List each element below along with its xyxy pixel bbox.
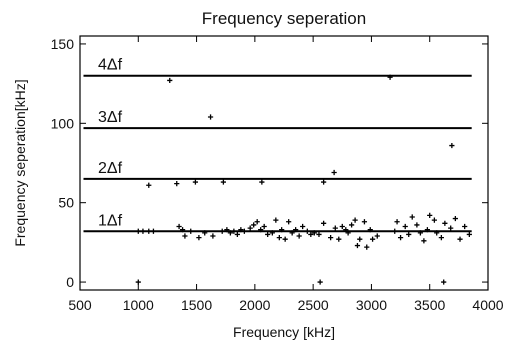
data-point xyxy=(286,219,291,224)
data-point xyxy=(340,224,345,229)
data-point xyxy=(432,218,437,223)
x-tick-label: 2500 xyxy=(298,297,329,313)
x-axis-ticks: 500 1000 1500 2000 2500 3000 3500 4000 xyxy=(68,36,503,313)
data-point xyxy=(208,114,213,119)
data-point xyxy=(406,232,411,237)
data-point xyxy=(318,279,323,284)
data-point xyxy=(136,229,141,234)
data-point xyxy=(448,225,453,230)
data-point xyxy=(364,245,369,250)
data-point xyxy=(328,235,333,240)
data-point xyxy=(220,229,225,234)
data-point xyxy=(283,237,288,242)
data-point xyxy=(362,219,367,224)
data-point xyxy=(355,243,360,248)
data-point xyxy=(439,235,444,240)
x-tick-label: 2000 xyxy=(239,297,270,313)
data-point xyxy=(414,222,419,227)
data-point xyxy=(316,232,321,237)
data-point xyxy=(176,224,181,229)
data-point xyxy=(277,235,282,240)
reference-line-label-1: 1Δf xyxy=(98,212,123,229)
data-point xyxy=(193,179,198,184)
y-axis-title-group: Frequency seperation[kHz] xyxy=(12,79,28,246)
data-point xyxy=(375,233,380,238)
data-point xyxy=(248,225,253,230)
x-axis-title: Frequency [kHz] xyxy=(233,324,335,340)
reference-line-label-3: 3Δf xyxy=(98,109,123,126)
data-point xyxy=(174,181,179,186)
x-tick-label: 4000 xyxy=(472,297,503,313)
data-point xyxy=(427,213,432,218)
data-point xyxy=(421,238,426,243)
data-point xyxy=(321,179,326,184)
y-axis-title: Frequency seperation[kHz] xyxy=(12,79,28,246)
y-tick-label: 100 xyxy=(51,115,75,131)
data-point xyxy=(251,222,256,227)
data-point xyxy=(336,237,341,242)
y-tick-label: 150 xyxy=(51,36,75,52)
data-point xyxy=(305,229,310,234)
reference-line-label-2: 2Δf xyxy=(98,160,123,177)
data-point xyxy=(321,221,326,226)
x-tick-label: 1500 xyxy=(181,297,212,313)
data-point xyxy=(394,219,399,224)
data-point xyxy=(297,233,302,238)
x-tick-label: 500 xyxy=(68,297,92,313)
data-point xyxy=(196,235,201,240)
data-point xyxy=(353,218,358,223)
data-point xyxy=(403,224,408,229)
data-point xyxy=(262,224,267,229)
data-point xyxy=(457,237,462,242)
x-tick-label: 3500 xyxy=(414,297,445,313)
data-point xyxy=(300,224,305,229)
data-point xyxy=(467,232,472,237)
data-point xyxy=(146,183,151,188)
data-point xyxy=(333,225,338,230)
data-point xyxy=(332,170,337,175)
data-point xyxy=(210,233,215,238)
data-point xyxy=(146,229,151,234)
data-point xyxy=(273,218,278,223)
y-tick-label: 0 xyxy=(66,274,74,290)
plot-frame xyxy=(80,36,488,290)
data-point xyxy=(221,179,226,184)
data-point xyxy=(370,237,375,242)
data-point xyxy=(449,143,454,148)
reference-line-label-4: 4Δf xyxy=(98,57,123,74)
x-tick-label: 1000 xyxy=(123,297,154,313)
data-point xyxy=(167,78,172,83)
data-point xyxy=(357,237,362,242)
chart-title: Frequency seperation xyxy=(202,9,366,28)
data-point xyxy=(349,222,354,227)
data-point xyxy=(255,219,260,224)
reference-line-labels: 1Δf 2Δf 3Δf 4Δf xyxy=(98,57,123,230)
data-point xyxy=(259,179,264,184)
data-point xyxy=(442,221,447,226)
data-point xyxy=(392,229,397,234)
data-point xyxy=(182,233,187,238)
y-tick-label: 50 xyxy=(58,195,74,211)
data-point xyxy=(453,216,458,221)
reference-lines xyxy=(83,76,471,232)
data-point xyxy=(235,232,240,237)
data-point xyxy=(151,229,156,234)
data-point xyxy=(140,229,145,234)
data-point xyxy=(410,214,415,219)
data-point xyxy=(136,279,141,284)
data-point xyxy=(441,279,446,284)
x-tick-label: 3000 xyxy=(356,297,387,313)
data-point xyxy=(265,232,270,237)
data-point xyxy=(188,229,193,234)
data-point xyxy=(398,235,403,240)
data-point xyxy=(462,224,467,229)
